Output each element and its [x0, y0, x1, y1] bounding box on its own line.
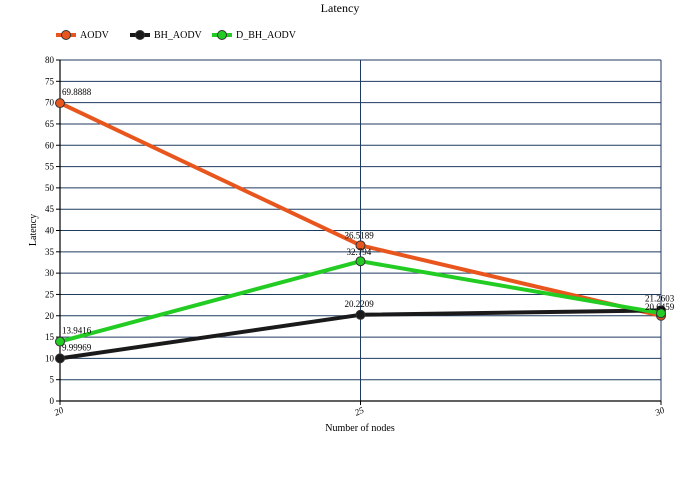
data-point [55, 353, 65, 364]
y-tick-label: 20 [45, 311, 55, 321]
y-tick-label: 25 [45, 289, 55, 299]
y-tick-label: 30 [45, 268, 55, 278]
y-tick-label: 55 [45, 162, 55, 172]
data-label: 9.99969 [62, 342, 92, 352]
y-tick-label: 10 [45, 353, 55, 363]
x-axis-label: Number of nodes [325, 423, 395, 434]
x-tick-label: 20 [53, 405, 66, 418]
data-label: 20.2209 [345, 299, 375, 309]
y-tick-label: 45 [45, 204, 55, 214]
y-tick-label: 40 [45, 226, 55, 236]
data-point [55, 98, 65, 109]
legend-item: D_BH_AODV [212, 30, 297, 41]
legend-label: BH_AODV [154, 30, 203, 41]
data-label: 21.2603 [645, 293, 675, 303]
y-tick-label: 75 [45, 76, 55, 86]
data-point [656, 308, 666, 319]
y-tick-label: 0 [50, 396, 55, 406]
data-point [355, 240, 366, 251]
y-tick-label: 35 [45, 247, 55, 257]
y-tick-label: 80 [45, 55, 55, 65]
y-tick-label: 65 [45, 119, 55, 129]
y-tick-label: 15 [45, 332, 55, 342]
y-tick-label: 70 [45, 98, 55, 108]
series-layer: 69.888836.51899.9996920.220921.260313.94… [55, 87, 675, 364]
legend-swatch-marker [135, 30, 145, 40]
data-label: 13.9416 [62, 326, 92, 336]
series-bh-aodv: 9.99969 20.2209 21.2603 [55, 293, 675, 364]
chart-title: Latency [321, 1, 360, 15]
y-tick-label: 50 [45, 183, 55, 193]
y-axis-label: Latency [28, 214, 39, 246]
data-label: 69.8888 [62, 87, 92, 97]
grid [60, 59, 662, 401]
data-point [355, 309, 366, 320]
y-axis-ticks: 0 5 10 15 20 25 30 35 40 45 50 55 60 65 70 75 80 [45, 55, 60, 406]
legend: AODV BH_AODV D_BH_AODV [56, 30, 297, 41]
legend-label: AODV [80, 30, 110, 41]
x-tick-label: 30 [653, 405, 667, 419]
x-tick-label: 25 [353, 405, 366, 418]
y-tick-label: 60 [45, 140, 55, 150]
data-label: 20.6459 [645, 302, 675, 312]
series-d-bh-aodv: 13.9416 32.794 20.6459 [55, 247, 675, 347]
legend-swatch-marker [217, 30, 227, 40]
data-label: 32.794 [347, 247, 372, 257]
data-point [355, 256, 366, 267]
legend-item: AODV [56, 30, 110, 41]
data-label: 36.5189 [345, 230, 375, 240]
legend-label: D_BH_AODV [236, 30, 297, 41]
data-point [55, 336, 65, 347]
legend-swatch-marker [61, 30, 71, 40]
x-axis-ticks: 20 25 30 [53, 401, 667, 419]
legend-item: BH_AODV [130, 30, 203, 41]
y-tick-label: 5 [50, 375, 55, 385]
